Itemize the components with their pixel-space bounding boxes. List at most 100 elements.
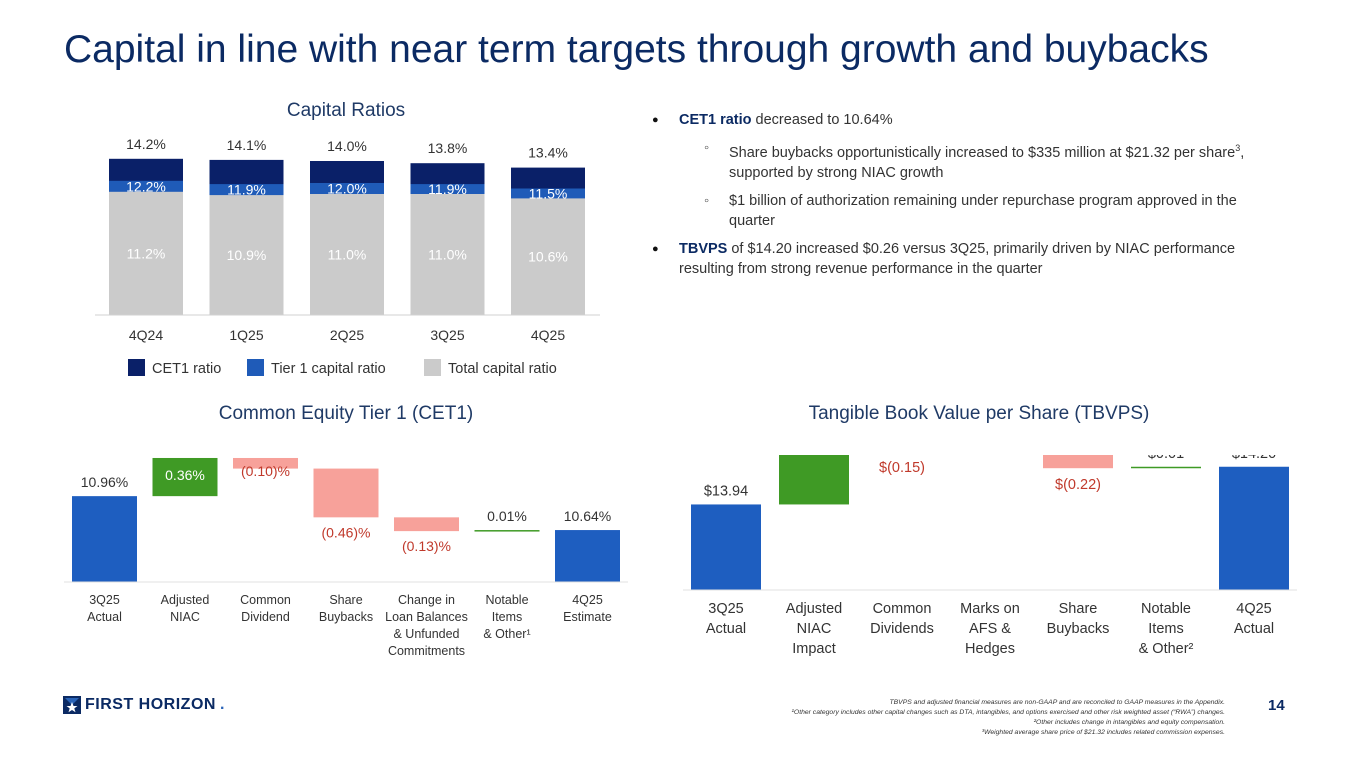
value-label-4: $(0.22) <box>1055 477 1101 493</box>
legend-label-0: CET1 ratio <box>152 361 221 377</box>
label-tier1-1: 11.9% <box>227 182 266 198</box>
category-label-1-1: NIAC <box>797 621 832 637</box>
capital-ratios-title: Capital Ratios <box>286 100 406 121</box>
bar-2 <box>233 457 298 469</box>
label-cet1-4: 10.6% <box>528 249 568 265</box>
bar-5 <box>1131 466 1201 469</box>
category-label-4-3: Commitments <box>388 644 465 658</box>
value-label-2: (0.10)% <box>241 463 290 479</box>
label-tier1-4: 11.5% <box>529 185 568 201</box>
category-label-3-0: Marks on <box>960 601 1020 617</box>
label-cet1-2: 11.0% <box>328 247 367 263</box>
legend-swatch-1 <box>247 359 264 376</box>
category-label-1-2: Impact <box>792 641 836 657</box>
category-label-4-1: Loan Balances <box>385 610 468 624</box>
label-cet1-3: 11.0% <box>428 247 467 263</box>
category-label-3-1: Buybacks <box>319 610 373 624</box>
category-label-5-1: Items <box>492 610 523 624</box>
footnotes: TBVPS and adjusted financial measures ar… <box>791 699 1225 736</box>
value-label-5: $0.01 <box>1148 455 1184 462</box>
tbvps-waterfall-chart: $13.943Q25Actual$0.52AdjustedNIACImpact$… <box>683 455 1297 657</box>
category-label-0-0: 3Q25 <box>708 601 743 617</box>
category-label-2-1: Dividend <box>241 610 290 624</box>
category-label-3-2: Hedges <box>965 641 1015 657</box>
value-label-0: $13.94 <box>704 483 748 499</box>
bar-5 <box>474 530 540 532</box>
bar-6 <box>1219 466 1289 590</box>
category-label-1-0: Adjusted <box>161 593 210 607</box>
category-label-6-1: Actual <box>1234 621 1274 637</box>
legend-swatch-2 <box>424 359 441 376</box>
category-label-6-1: Estimate <box>563 610 612 624</box>
bar-0 <box>72 496 137 582</box>
bullet-authorization: $1 billion of authorization remaining un… <box>652 191 1292 231</box>
category-label-5-2: & Other¹ <box>483 627 530 641</box>
bullet-buybacks: Share buybacks opportunistically increas… <box>652 138 1292 183</box>
label-cet1-0: 11.2% <box>127 245 166 261</box>
category-label-1-1: NIAC <box>170 610 200 624</box>
category-label-1-0: Adjusted <box>786 601 842 617</box>
legend-label-2: Total capital ratio <box>448 361 557 377</box>
key-points: CET1 ratio decreased to 10.64% Share buy… <box>652 110 1292 287</box>
company-logo: FIRST HORIZON. <box>63 696 225 714</box>
label-cet1-1: 10.9% <box>227 247 267 263</box>
bar-6 <box>555 530 620 582</box>
value-label-4: (0.13)% <box>402 538 451 554</box>
bar-4 <box>1043 455 1113 469</box>
category-label-2-1: Dividends <box>870 621 934 637</box>
bullet-cet1: CET1 ratio decreased to 10.64% <box>652 110 1292 130</box>
page-number: 14 <box>1268 697 1285 714</box>
bar-cet1-1 <box>209 195 284 315</box>
category-label-5-1: Items <box>1148 621 1183 637</box>
category-label-0-1: Actual <box>706 621 746 637</box>
page-title: Capital in line with near term targets t… <box>64 28 1209 71</box>
category-label-1: 1Q25 <box>229 327 263 343</box>
capital-ratios-chart: 14.2% 12.2% 11.2% 4Q24 14.1% 11.9% 10.9% 1Q25 14… <box>95 136 600 377</box>
category-label-2: 2Q25 <box>330 327 364 343</box>
label-total-2: 14.0% <box>327 138 367 154</box>
bar-1 <box>779 455 849 505</box>
logo-mark-icon <box>63 696 81 714</box>
category-label-4-0: Change in <box>398 593 455 607</box>
value-label-1: 0.36% <box>165 467 205 483</box>
tbvps-title: Tangible Book Value per Share (TBVPS) <box>808 403 1150 424</box>
label-total-0: 14.2% <box>126 136 166 152</box>
label-tier1-3: 11.9% <box>428 181 467 197</box>
label-total-3: 13.8% <box>428 140 468 156</box>
label-total-1: 14.1% <box>227 137 267 153</box>
category-label-4-2: & Unfunded <box>393 627 459 641</box>
bar-0 <box>691 504 761 590</box>
value-label-6: 10.64% <box>564 508 611 524</box>
value-label-0: 10.96% <box>81 474 128 490</box>
category-label-4: 4Q25 <box>531 327 565 343</box>
category-label-3-1: AFS & <box>969 621 1011 637</box>
bar-4 <box>394 517 459 532</box>
bullet-tbvps: TBVPS of $14.20 increased $0.26 versus 3… <box>652 239 1292 279</box>
value-label-6: $14.20 <box>1232 455 1276 462</box>
bar-cet1-3 <box>410 194 485 315</box>
legend-label-1: Tier 1 capital ratio <box>271 361 386 377</box>
category-label-3: 3Q25 <box>430 327 464 343</box>
category-label-4-0: Share <box>1059 601 1098 617</box>
category-label-3-0: Share <box>329 593 362 607</box>
category-label-0-0: 3Q25 <box>89 593 120 607</box>
category-label-2-0: Common <box>240 593 291 607</box>
legend-swatch-0 <box>128 359 145 376</box>
cet1-waterfall-chart: 10.96% 3Q25 Actual 0.36% Adjusted NIAC (0.10)%… <box>64 457 628 658</box>
category-label-5-0: Notable <box>1141 601 1191 617</box>
bar-cet1-4 <box>511 198 585 315</box>
cet1-title: Common Equity Tier 1 (CET1) <box>218 403 474 424</box>
category-label-0-1: Actual <box>87 610 122 624</box>
category-label-0: 4Q24 <box>129 327 163 343</box>
category-label-5-2: & Other² <box>1139 641 1194 657</box>
category-label-6-0: 4Q25 <box>1236 601 1271 617</box>
category-label-6-0: 4Q25 <box>572 593 603 607</box>
bar-cet1-2 <box>310 194 384 315</box>
value-label-2: $(0.15) <box>879 460 925 476</box>
value-label-5: 0.01% <box>487 508 527 524</box>
bar-3 <box>313 468 379 518</box>
category-label-2-0: Common <box>873 601 932 617</box>
label-tier1-0: 12.2% <box>126 178 166 194</box>
bar-1 <box>152 457 218 497</box>
category-label-5-0: Notable <box>485 593 528 607</box>
